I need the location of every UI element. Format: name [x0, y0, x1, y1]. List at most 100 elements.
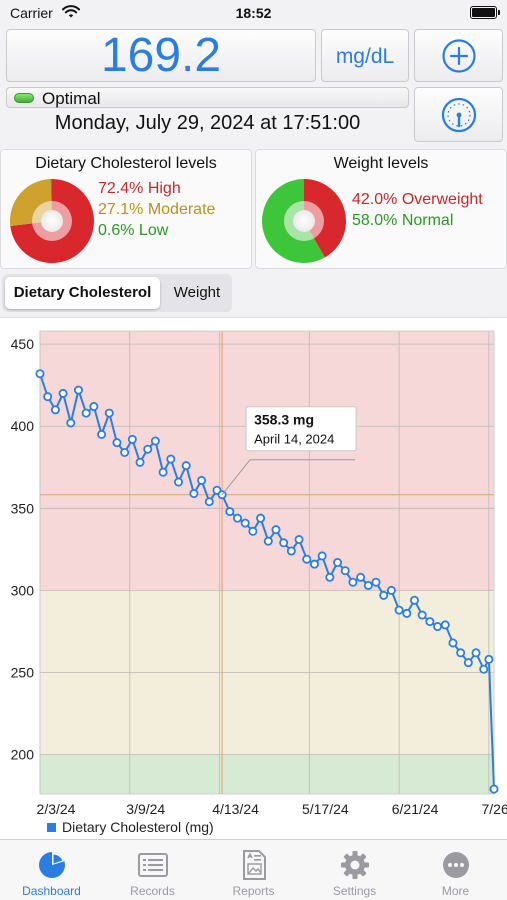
- data-point: [325, 572, 335, 582]
- data-point: [104, 408, 114, 418]
- plus-circle-icon: [441, 38, 476, 73]
- data-point: [479, 664, 489, 674]
- data-point: [409, 595, 419, 605]
- legend-swatch: [47, 823, 56, 832]
- data-point: [309, 559, 319, 569]
- data-point: [174, 477, 184, 487]
- more-dots-icon: [443, 852, 469, 878]
- tabbar-reports[interactable]: Reports: [203, 840, 304, 900]
- weight-levels-card[interactable]: Weight levels 42.0% Overweight 58.0% Nor…: [255, 149, 507, 269]
- y-tick-label: 450: [11, 336, 35, 352]
- tab-dietary-cholesterol[interactable]: Dietary Cholesterol: [5, 277, 160, 309]
- data-point: [286, 546, 296, 556]
- wifi-icon: [62, 5, 80, 18]
- cholesterol-levels-card[interactable]: Dietary Cholesterol levels 72.4% High 27…: [0, 149, 252, 269]
- y-tick-label: 300: [11, 582, 35, 598]
- reading-datetime: Monday, July 29, 2024 at 17:51:00: [54, 112, 361, 134]
- tooltip-leader: [221, 459, 356, 496]
- add-reading-button[interactable]: [414, 29, 503, 82]
- chart-band-low: [40, 754, 494, 794]
- x-tick-label: 6/21/24: [392, 801, 439, 817]
- tabbar-records[interactable]: Records: [102, 840, 203, 900]
- legend-label: Dietary Cholesterol (mg): [62, 819, 214, 835]
- y-tick-label: 200: [11, 747, 35, 763]
- data-point: [189, 489, 199, 499]
- status-bar: Carrier 18:52: [0, 0, 507, 28]
- tabbar-records-label: Records: [130, 884, 175, 898]
- data-point: [456, 648, 466, 658]
- data-point: [204, 497, 214, 507]
- x-tick-label: 3/9/24: [126, 801, 165, 817]
- data-point: [433, 622, 443, 632]
- y-tick-label: 250: [11, 665, 35, 681]
- data-point: [181, 461, 191, 471]
- data-point: [120, 447, 130, 457]
- data-point: [81, 408, 91, 418]
- data-point: [263, 536, 273, 546]
- tabbar-more-label: More: [441, 884, 470, 898]
- dashboard-pie-icon: [39, 852, 65, 878]
- cholesterol-low-percent: 0.6% Low: [98, 222, 169, 239]
- bottom-tab-bar: Dashboard Records Reports: [0, 839, 507, 900]
- x-tick-label: 4/13/24: [212, 801, 259, 817]
- data-point: [271, 525, 281, 535]
- data-point: [43, 392, 53, 402]
- data-point: [256, 513, 266, 523]
- data-point: [463, 658, 473, 668]
- weight-card-title: Weight levels: [333, 155, 429, 172]
- tooltip-value: 358.3 mg: [254, 412, 314, 428]
- data-point: [135, 457, 145, 467]
- data-point: [386, 585, 396, 595]
- tabbar-dashboard-label: Dashboard: [22, 884, 81, 898]
- plot-frame: [39, 330, 495, 795]
- battery-icon: [470, 6, 500, 19]
- current-reading[interactable]: 169.2: [6, 29, 316, 82]
- data-point: [73, 385, 83, 395]
- cholesterol-chart-area[interactable]: 200 250 300 350 400 450 2/3/24 3/9/24 4/13/24 5/1…: [0, 317, 507, 839]
- tab-weight[interactable]: Weight: [173, 284, 221, 301]
- data-point: [363, 580, 373, 590]
- data-point: [150, 436, 160, 446]
- data-point: [333, 557, 343, 567]
- cholesterol-high-percent: 72.4% High: [98, 180, 181, 197]
- data-point: [425, 617, 435, 627]
- tooltip-date: April 14, 2024: [254, 432, 334, 447]
- data-point: [417, 610, 427, 620]
- data-point: [471, 648, 481, 658]
- data-point: [97, 429, 107, 439]
- tabbar-dashboard[interactable]: Dashboard: [1, 840, 102, 900]
- y-tick-label: 350: [11, 500, 35, 516]
- data-point: [317, 551, 327, 561]
- data-point: [50, 405, 60, 415]
- data-point: [127, 434, 137, 444]
- data-point: [402, 608, 412, 618]
- status-badge: Optimal: [6, 87, 409, 108]
- clock: 18:52: [235, 5, 272, 21]
- data-point: [233, 513, 243, 523]
- carrier-label: Carrier: [10, 5, 53, 21]
- settings-gear-icon: [341, 851, 369, 879]
- chart-tab-control: Dietary Cholesterol Weight: [2, 274, 232, 312]
- data-point: [489, 784, 499, 794]
- reports-document-icon: [243, 850, 266, 880]
- cholesterol-line-chart[interactable]: 200 250 300 350 400 450 2/3/24 3/9/24 4/13/24 5/1…: [0, 318, 507, 840]
- gauge-icon: [441, 97, 476, 132]
- cholesterol-moderate-percent: 27.1% Moderate: [98, 201, 216, 218]
- tabbar-more[interactable]: More: [405, 840, 506, 900]
- tabbar-reports-label: Reports: [232, 884, 275, 898]
- tabbar-settings-label: Settings: [332, 884, 377, 898]
- gauge-button[interactable]: [414, 87, 503, 142]
- data-point: [294, 535, 304, 545]
- status-label: Optimal: [42, 89, 101, 108]
- x-tick-label: 2/3/24: [37, 801, 76, 817]
- data-point: [240, 518, 250, 528]
- data-point: [225, 507, 235, 517]
- data-point: [112, 438, 122, 448]
- data-point: [143, 444, 153, 454]
- x-tick-label: 7/26/24: [482, 801, 507, 817]
- unit-button[interactable]: mg/dL: [321, 29, 409, 82]
- data-point: [158, 467, 168, 477]
- tabbar-settings[interactable]: Settings: [304, 840, 405, 900]
- data-point: [166, 454, 176, 464]
- data-point: [379, 590, 389, 600]
